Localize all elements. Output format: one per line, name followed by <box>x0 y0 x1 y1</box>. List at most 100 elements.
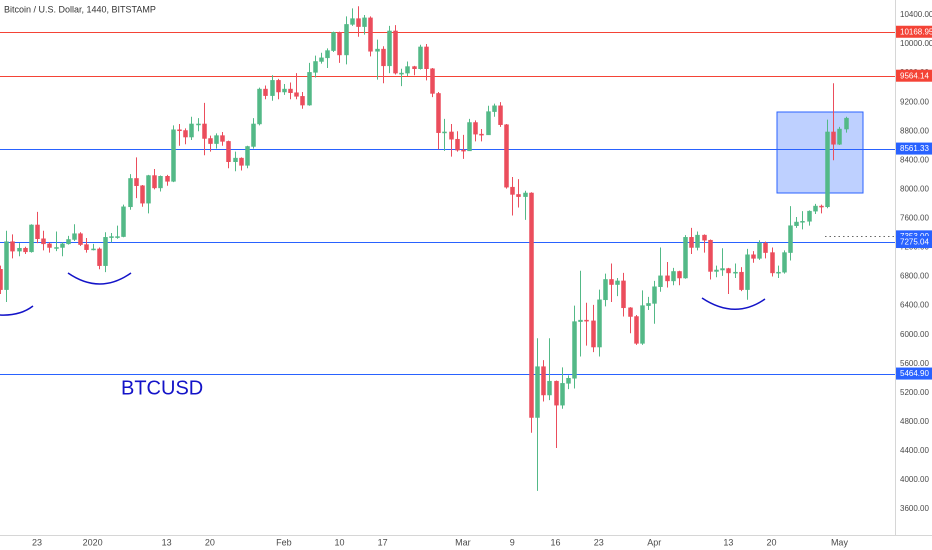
candle-body <box>541 366 546 396</box>
candle-body <box>10 241 15 252</box>
x-tick-label: 20 <box>205 537 215 547</box>
x-tick-label: Feb <box>276 537 292 547</box>
y-tick-label: 8400.00 <box>900 155 929 164</box>
candle-body <box>708 239 713 272</box>
candle-body <box>134 178 139 186</box>
candle-body <box>270 80 275 96</box>
candle-body <box>615 280 620 285</box>
candle-body <box>535 366 540 418</box>
candle-body <box>4 241 9 290</box>
candle-body <box>751 254 756 259</box>
candle-body <box>325 50 330 59</box>
candle-body <box>800 221 805 223</box>
candle-body <box>819 205 824 208</box>
candle-body <box>152 175 157 189</box>
candle-body <box>78 233 83 245</box>
candle-body <box>455 138 460 151</box>
candle-body <box>621 280 626 309</box>
candle-body <box>523 192 528 197</box>
candle-body <box>547 380 552 396</box>
arc <box>67 272 132 285</box>
candle-body <box>467 122 472 152</box>
candle-body <box>362 17 367 27</box>
candle-body <box>165 176 170 182</box>
symbol-label: BTCUSD <box>121 377 203 399</box>
candle-body <box>189 123 194 138</box>
arc <box>0 305 34 316</box>
candle-body <box>23 247 28 253</box>
candle-body <box>412 66 417 69</box>
candle-body <box>572 321 577 379</box>
candle-body <box>646 303 651 306</box>
candle-body <box>356 18 361 27</box>
x-tick-label: 9 <box>510 537 515 547</box>
candle-body <box>566 378 571 384</box>
candle-body <box>208 138 213 144</box>
candle-body <box>603 279 608 301</box>
y-tick-label: 7600.00 <box>900 214 929 223</box>
candle-body <box>41 238 46 245</box>
candle-body <box>424 46 429 69</box>
candle-body <box>591 320 596 348</box>
price-badge <box>896 25 932 38</box>
candle-body <box>233 157 238 162</box>
x-tick-label: 13 <box>162 537 172 547</box>
candle-body <box>294 92 299 97</box>
candle-body <box>35 224 40 240</box>
candle-body <box>677 271 682 279</box>
candle-body <box>763 242 768 253</box>
candle-body <box>584 319 589 322</box>
candle-body <box>486 111 491 136</box>
candle-body <box>689 237 694 248</box>
candle-body <box>560 383 565 406</box>
plot <box>0 6 895 491</box>
candle-body <box>0 269 3 290</box>
candle-body <box>146 175 151 204</box>
candle-body <box>794 221 799 226</box>
candle-body <box>84 244 89 250</box>
candle-body <box>665 275 670 282</box>
y-tick-label: 4400.00 <box>900 446 929 455</box>
candle-body <box>276 80 281 93</box>
candle-body <box>498 105 503 125</box>
y-tick-label: 10400.00 <box>900 10 932 19</box>
candle-body <box>510 186 515 195</box>
candle-body <box>733 271 738 274</box>
candle-body <box>757 242 762 259</box>
candle-body <box>140 185 145 204</box>
candle-body <box>29 224 34 253</box>
y-tick-label: 4800.00 <box>900 417 929 426</box>
candle-body <box>745 254 750 290</box>
candle-body <box>726 268 731 274</box>
candle-body <box>72 233 77 240</box>
candle-body <box>196 123 201 126</box>
candle-body <box>418 46 423 69</box>
candle-body <box>109 236 114 238</box>
candle-body <box>720 268 725 271</box>
x-tick-label: 23 <box>594 537 604 547</box>
y-tick-label: 5200.00 <box>900 388 929 397</box>
candle-body <box>393 30 398 74</box>
candle-body <box>214 135 219 144</box>
x-tick-label: 2020 <box>83 537 103 547</box>
candle-body <box>282 88 287 93</box>
x-tick-label: May <box>831 537 849 547</box>
candle-body <box>492 105 497 112</box>
candle-body <box>288 88 293 93</box>
candle-body <box>609 279 614 285</box>
candle-body <box>257 88 262 125</box>
candle-body <box>436 93 441 133</box>
candle-body <box>47 243 52 248</box>
candle-body <box>652 286 657 304</box>
candle-body <box>226 141 231 162</box>
candle-body <box>529 192 534 418</box>
price-badge <box>896 236 932 249</box>
price-badge <box>896 142 932 155</box>
highlight-box <box>776 111 864 194</box>
candle-body <box>628 307 633 317</box>
y-tick-label: 10000.00 <box>900 39 932 48</box>
y-tick-label: 9200.00 <box>900 97 929 106</box>
